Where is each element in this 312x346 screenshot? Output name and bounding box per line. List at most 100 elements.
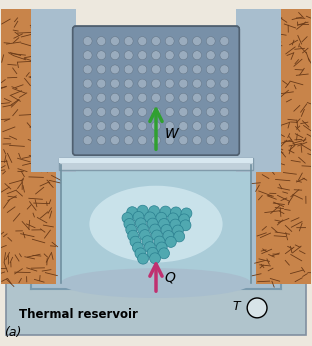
Circle shape — [97, 93, 106, 102]
Circle shape — [165, 65, 174, 74]
Circle shape — [138, 108, 147, 116]
Circle shape — [165, 108, 174, 116]
Circle shape — [206, 108, 215, 116]
Circle shape — [152, 51, 160, 60]
Circle shape — [220, 65, 229, 74]
Circle shape — [163, 230, 174, 242]
Circle shape — [147, 218, 158, 229]
Circle shape — [110, 79, 119, 88]
Circle shape — [144, 212, 155, 223]
Circle shape — [133, 211, 144, 222]
Circle shape — [179, 136, 188, 145]
FancyBboxPatch shape — [73, 26, 239, 155]
Circle shape — [152, 65, 160, 74]
Circle shape — [193, 136, 202, 145]
Circle shape — [193, 108, 202, 116]
Circle shape — [206, 51, 215, 60]
Circle shape — [127, 207, 138, 218]
Circle shape — [142, 236, 153, 247]
Circle shape — [152, 65, 160, 74]
Circle shape — [149, 253, 160, 264]
Circle shape — [206, 79, 215, 88]
Circle shape — [152, 37, 160, 46]
Circle shape — [156, 212, 167, 223]
Circle shape — [179, 136, 188, 145]
Circle shape — [158, 218, 169, 229]
Ellipse shape — [90, 186, 222, 263]
Circle shape — [138, 93, 147, 102]
Circle shape — [124, 108, 133, 116]
Circle shape — [110, 108, 119, 116]
Circle shape — [97, 37, 106, 46]
Circle shape — [160, 206, 171, 217]
Circle shape — [124, 136, 133, 145]
Circle shape — [97, 51, 106, 60]
Bar — [6, 283, 306, 335]
Bar — [61, 165, 251, 283]
Circle shape — [179, 37, 188, 46]
Circle shape — [83, 51, 92, 60]
Circle shape — [179, 214, 190, 225]
Circle shape — [138, 122, 147, 130]
Circle shape — [206, 122, 215, 130]
Circle shape — [165, 65, 174, 74]
Circle shape — [152, 79, 160, 88]
Circle shape — [83, 37, 92, 46]
Circle shape — [110, 51, 119, 60]
Circle shape — [124, 79, 133, 88]
Circle shape — [138, 122, 147, 130]
Circle shape — [165, 79, 174, 88]
Circle shape — [173, 225, 183, 236]
Bar — [256, 9, 311, 284]
Circle shape — [110, 37, 119, 46]
Circle shape — [193, 108, 202, 116]
Circle shape — [124, 93, 133, 102]
Text: Q: Q — [165, 270, 176, 284]
Circle shape — [83, 51, 92, 60]
Circle shape — [124, 218, 135, 229]
Circle shape — [220, 51, 229, 60]
Circle shape — [206, 108, 215, 116]
Circle shape — [165, 51, 174, 60]
Circle shape — [152, 108, 160, 116]
Circle shape — [206, 122, 215, 130]
Circle shape — [126, 224, 137, 235]
Circle shape — [152, 122, 160, 130]
Circle shape — [138, 65, 147, 74]
Text: Thermal reservoir: Thermal reservoir — [19, 308, 138, 321]
Circle shape — [220, 37, 229, 46]
Circle shape — [171, 207, 182, 218]
Text: W: W — [165, 127, 179, 141]
Circle shape — [206, 79, 215, 88]
Circle shape — [122, 212, 133, 224]
Circle shape — [83, 93, 92, 102]
Circle shape — [220, 93, 229, 102]
Circle shape — [138, 136, 147, 145]
Circle shape — [138, 79, 147, 88]
Circle shape — [124, 65, 133, 74]
Circle shape — [193, 93, 202, 102]
Circle shape — [206, 51, 215, 60]
Circle shape — [110, 136, 119, 145]
Circle shape — [165, 136, 174, 145]
Circle shape — [83, 37, 92, 46]
Ellipse shape — [61, 268, 251, 298]
Circle shape — [138, 253, 149, 264]
Circle shape — [130, 236, 141, 247]
Circle shape — [165, 122, 174, 130]
Circle shape — [110, 65, 119, 74]
Circle shape — [124, 37, 133, 46]
Circle shape — [110, 122, 119, 130]
Circle shape — [144, 242, 155, 253]
Circle shape — [193, 122, 202, 130]
Circle shape — [165, 136, 174, 145]
Circle shape — [152, 108, 160, 116]
Circle shape — [138, 51, 147, 60]
Circle shape — [152, 136, 160, 145]
Circle shape — [179, 37, 188, 46]
Circle shape — [124, 37, 133, 46]
Circle shape — [124, 65, 133, 74]
Circle shape — [83, 108, 92, 116]
Circle shape — [133, 242, 144, 253]
Circle shape — [220, 79, 229, 88]
